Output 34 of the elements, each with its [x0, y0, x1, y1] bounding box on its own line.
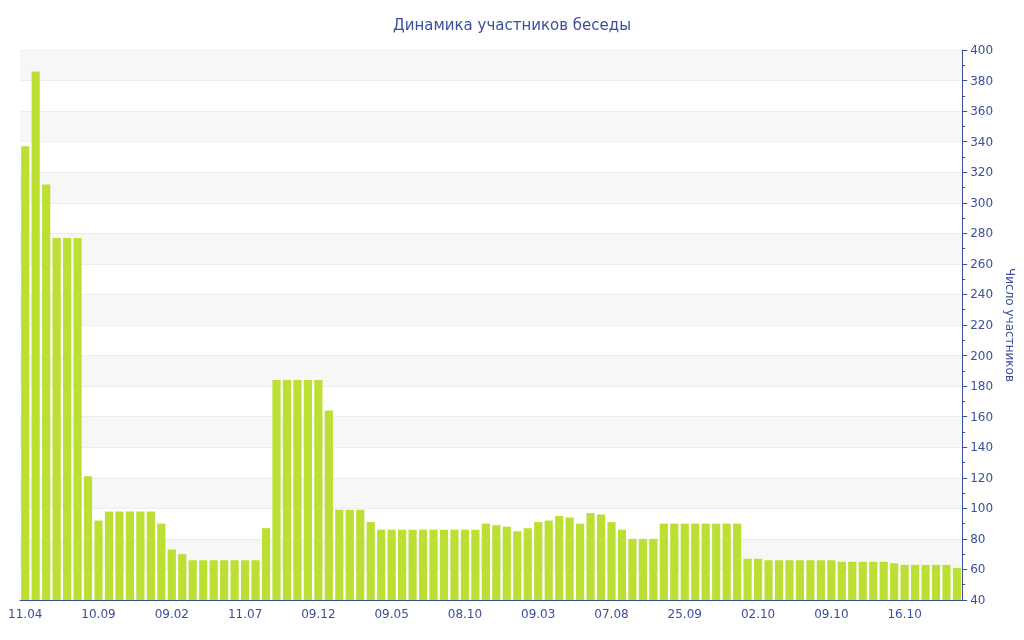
x-tick-label: 09.12 [301, 607, 336, 621]
y-tick-label: 360 [970, 104, 994, 119]
y-tick-label: 280 [970, 226, 994, 241]
y-tick-label: 40 [970, 593, 986, 607]
x-tick-label: 07.08 [594, 607, 629, 621]
x-tick-label: 08.10 [447, 607, 483, 621]
y-tick-label: 240 [970, 287, 994, 302]
y-tick-label: 140 [970, 440, 994, 455]
y-axis-title: Число участников [1003, 268, 1017, 382]
chart-title: Динамика участников беседы [392, 15, 632, 34]
y-tick-label: 260 [970, 256, 994, 271]
y-tick-label: 100 [970, 501, 994, 516]
y-tick-label: 60 [970, 562, 986, 577]
x-tick-label: 09.02 [154, 607, 189, 621]
y-tick-label: 160 [970, 409, 994, 424]
x-tick-label: 11.04 [8, 607, 43, 621]
y-tick-label: 340 [970, 134, 994, 149]
x-tick-label: 16.10 [887, 607, 922, 621]
x-tick-label: 02.10 [740, 607, 776, 621]
x-tick-label: 09.10 [814, 607, 849, 621]
y-tick-label: 180 [970, 379, 994, 394]
y-tick-label: 220 [970, 318, 994, 332]
x-tick-label: 09.05 [374, 607, 409, 621]
x-tick-label: 09.03 [521, 607, 556, 621]
y-tick-label: 120 [970, 470, 994, 485]
y-tick-label: 320 [970, 165, 994, 180]
y-tick-label: 300 [970, 195, 994, 210]
x-tick-label: 11.07 [227, 607, 263, 621]
y-tick-label: 400 [970, 43, 994, 57]
x-tick-label: 10.09 [81, 607, 116, 621]
x-tick-label: 25.09 [667, 607, 702, 621]
y-tick-label: 80 [970, 531, 986, 546]
y-tick-label: 380 [970, 73, 994, 88]
y-tick-label: 200 [970, 348, 994, 363]
